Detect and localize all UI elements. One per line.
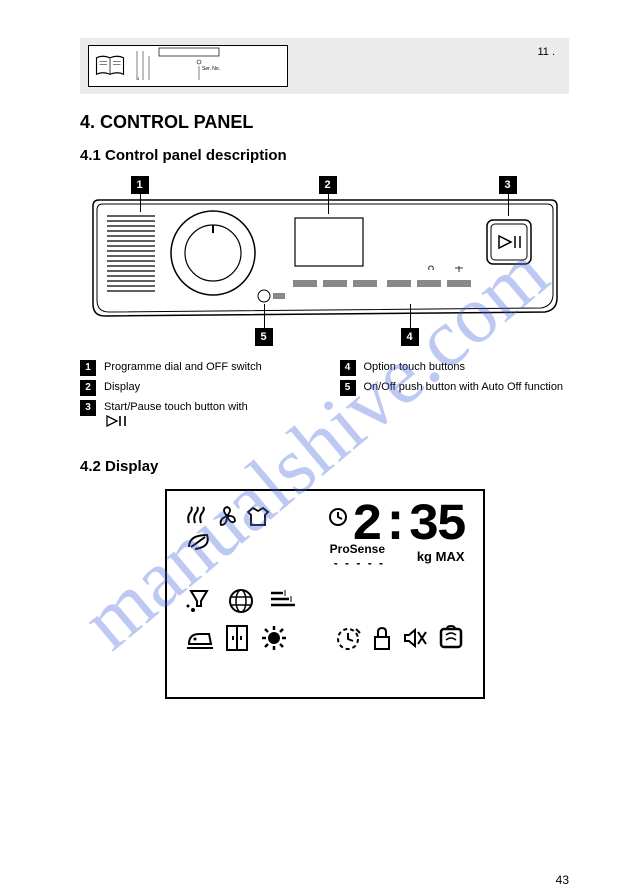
signal-lines-icon (269, 588, 297, 614)
programme-dial-inner (185, 225, 241, 281)
legend-num-5: 5 (340, 380, 356, 396)
leaf-icon (185, 531, 215, 553)
display-mid-row (185, 588, 465, 614)
globe-icon (227, 588, 255, 614)
subsection-4-2-title: 4.2 Display (80, 458, 569, 475)
book-open-icon (95, 51, 125, 81)
legend-num-3: 3 (80, 400, 96, 416)
svg-text:1: 1 (137, 76, 140, 81)
legend-num-2: 2 (80, 380, 96, 396)
section-header-bar: 1 Ser. No. 11 . (80, 38, 569, 94)
rating-plate-lines: 1 Ser. No. (129, 46, 279, 82)
header-page-ref: 11 . (537, 46, 555, 58)
legend-col-right: 4 Option touch buttons 5 On/Off push but… (340, 360, 570, 436)
fan-icon (215, 505, 239, 527)
kg-max-label: kg MAX (417, 549, 465, 564)
time-digits: 2:35 (352, 505, 465, 547)
panel-legend: 1 Programme dial and OFF switch 2 Displa… (80, 360, 569, 436)
play-pause-icon (106, 415, 128, 427)
legend-item-3: 3 Start/Pause touch button with (80, 400, 310, 432)
legend-item-5: 5 On/Off push button with Auto Off funct… (340, 380, 570, 396)
onoff-button (258, 290, 270, 302)
legend-num-1: 1 (80, 360, 96, 376)
basket-icon (437, 625, 464, 651)
legend-num-4: 4 (340, 360, 356, 376)
cabinet-icon (224, 624, 250, 652)
shirt-icon (245, 505, 271, 527)
legend-text-3: Start/Pause touch button with (104, 400, 248, 432)
display-top-row: 2:35 ProSense - - - - - kg MAX (185, 505, 465, 571)
page-number: 43 (556, 873, 569, 887)
sun-icon (259, 624, 288, 652)
display-icons-row1 (185, 505, 271, 527)
display-screen (295, 218, 363, 266)
control-panel-diagram: 1 2 3 4 5 (85, 176, 565, 346)
option-buttons (293, 280, 471, 287)
callout-3: 3 (499, 176, 517, 194)
prosense-label: ProSense (330, 542, 385, 556)
heat-waves-icon (185, 505, 209, 527)
subsection-4-1-title: 4.1 Control panel description (80, 147, 569, 164)
ser-no-label: Ser. No. (202, 66, 220, 72)
section-4-title: 4. CONTROL PANEL (80, 112, 569, 133)
rating-plate-box: 1 Ser. No. (88, 45, 288, 87)
legend-item-2: 2 Display (80, 380, 310, 396)
legend-text-2: Display (104, 380, 140, 395)
clock-icon (328, 507, 348, 527)
page-container: 1 Ser. No. 11 . 4. CONTROL PANEL 4.1 Con… (0, 0, 629, 719)
programme-dial-outer (171, 211, 255, 295)
display-bottom-row (185, 624, 465, 652)
legend-text-1: Programme dial and OFF switch (104, 360, 262, 375)
legend-col-left: 1 Programme dial and OFF switch 2 Displa… (80, 360, 310, 436)
start-pause-button (487, 220, 531, 264)
legend-text-5: On/Off push button with Auto Off functio… (364, 380, 564, 395)
delay-timer-icon (334, 625, 361, 651)
dashes: - - - - - (330, 556, 385, 570)
legend-item-4: 4 Option touch buttons (340, 360, 570, 376)
legend-item-1: 1 Programme dial and OFF switch (80, 360, 310, 376)
callout-2: 2 (319, 176, 337, 194)
display-diagram-box: 2:35 ProSense - - - - - kg MAX (165, 489, 485, 699)
callout-1: 1 (131, 176, 149, 194)
funnel-drip-icon (185, 588, 213, 614)
lock-icon (372, 625, 392, 651)
panel-svg (85, 198, 565, 338)
legend-text-4: Option touch buttons (364, 360, 466, 375)
mute-icon (402, 626, 428, 650)
hatched-vent (107, 216, 155, 291)
iron-icon (185, 626, 214, 650)
